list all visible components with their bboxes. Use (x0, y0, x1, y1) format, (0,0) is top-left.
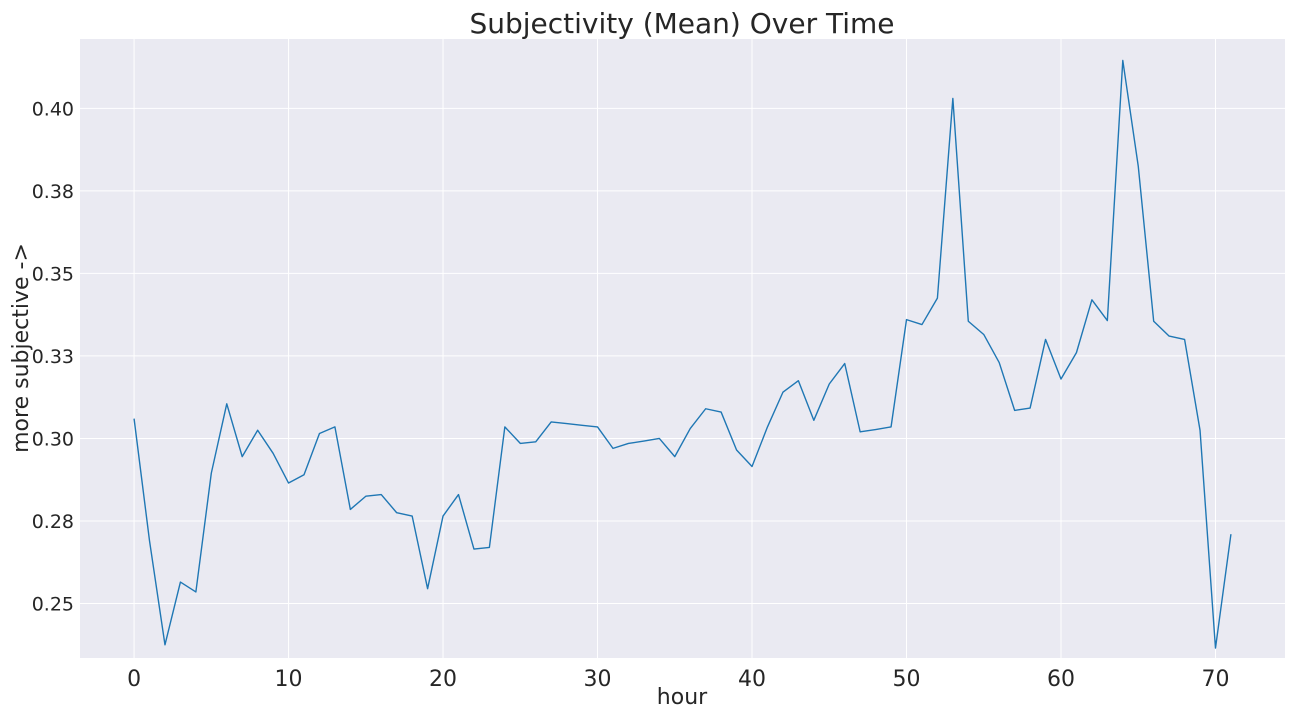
y-tick-label: 0.28 (32, 511, 74, 533)
y-tick-labels: 0.25 0.28 0.30 0.33 0.35 0.38 0.40 (32, 98, 74, 615)
x-tick-label: 0 (127, 667, 141, 692)
plot-area-background (80, 39, 1285, 658)
x-tick-label: 60 (1047, 667, 1075, 692)
x-tick-label: 70 (1201, 667, 1229, 692)
y-tick-label: 0.40 (32, 98, 74, 120)
y-tick-label: 0.33 (32, 346, 74, 368)
series-layer (133, 59, 1232, 649)
y-tick-label: 0.30 (32, 428, 74, 450)
x-tick-label: 50 (893, 667, 921, 692)
y-axis-label: more subjective -> (9, 243, 34, 453)
x-tick-label: 20 (429, 667, 457, 692)
y-tick-label: 0.38 (32, 181, 74, 203)
series-line (133, 59, 1232, 649)
grid-lines (80, 39, 1285, 658)
y-tick-label: 0.35 (32, 263, 74, 285)
x-tick-labels: 0 10 20 30 40 50 60 70 (127, 667, 1229, 692)
x-tick-label: 10 (275, 667, 303, 692)
x-tick-label: 40 (738, 667, 766, 692)
x-axis-label: hour (657, 685, 708, 710)
chart-title: Subjectivity (Mean) Over Time (469, 7, 894, 40)
y-tick-label: 0.25 (32, 594, 74, 616)
x-tick-label: 30 (584, 667, 612, 692)
